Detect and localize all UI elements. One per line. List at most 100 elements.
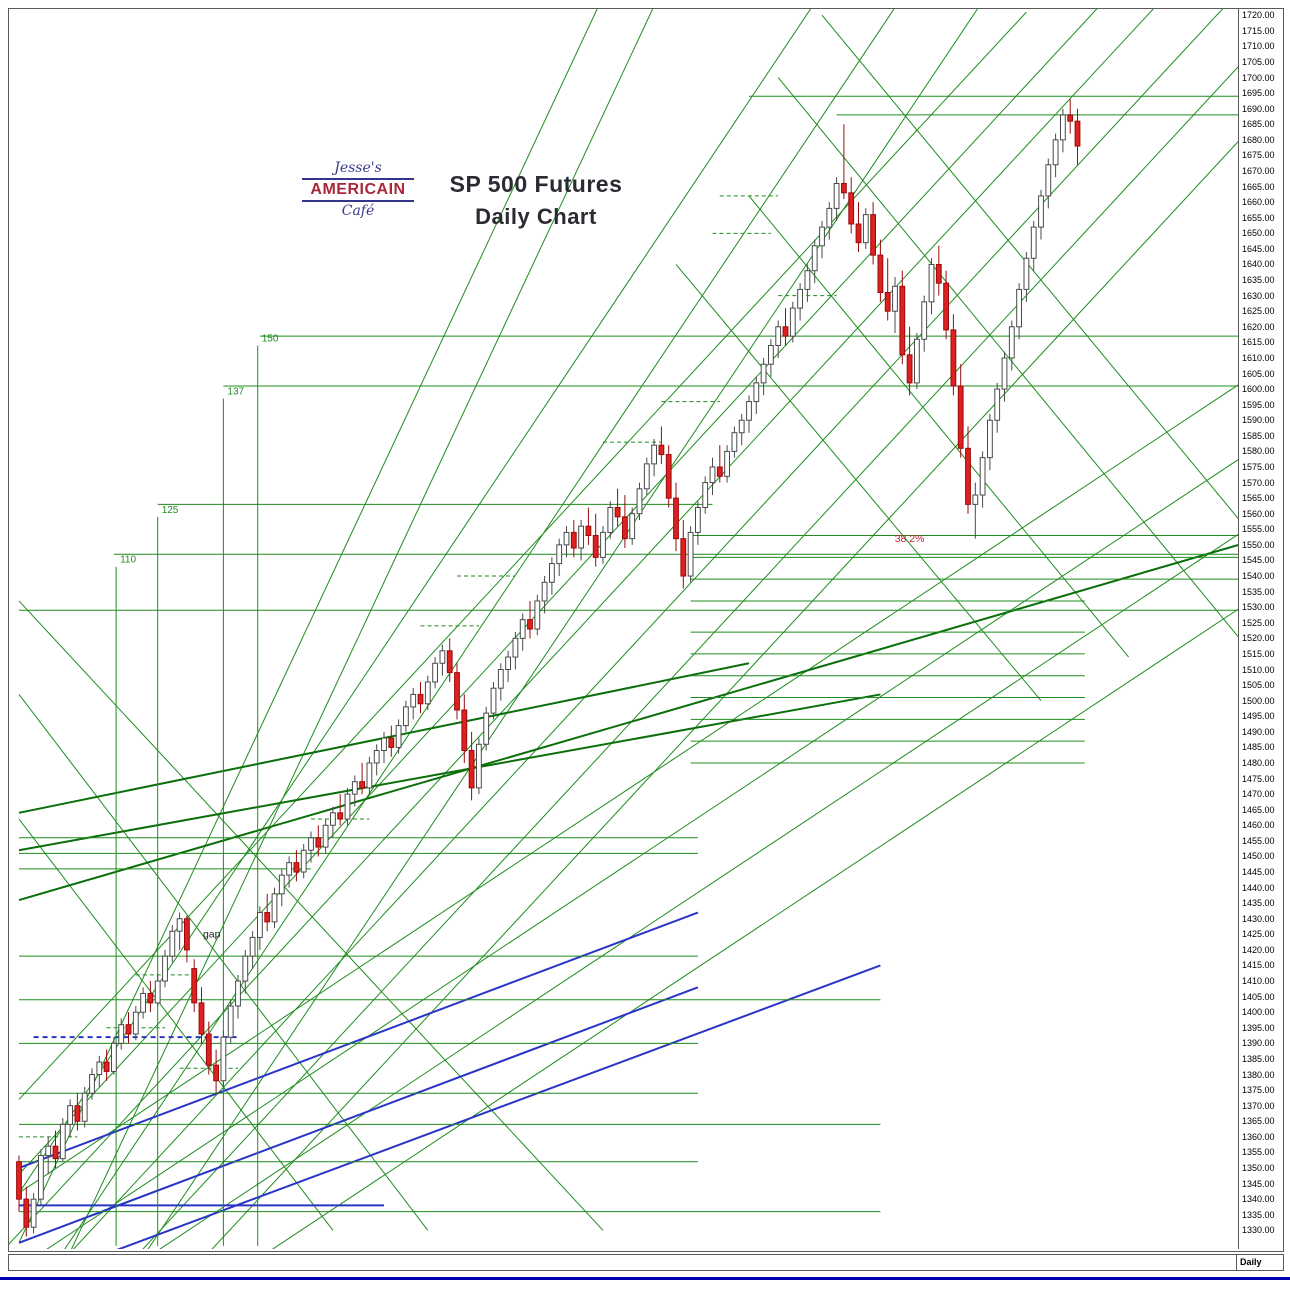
candle [1023,252,1030,302]
candle [870,202,877,265]
axis-tick: 1605.00 [1242,368,1275,379]
axis-tick: 1460.00 [1242,820,1275,831]
axis-tick: 1410.00 [1242,976,1275,987]
candle [476,738,482,795]
candle [607,501,614,539]
candle [680,519,687,589]
candle [1045,158,1052,209]
trendline [18,986,699,1244]
candle [30,1192,37,1234]
axis-tick: 1380.00 [1242,1069,1275,1080]
axis-tick: 1335.00 [1242,1209,1275,1220]
candle [1052,133,1059,178]
axis-tick: 1680.00 [1242,134,1275,145]
candle [702,476,709,514]
candle [899,270,906,365]
candle [928,258,935,315]
candle [271,887,278,929]
candle [1074,108,1081,165]
candle [614,488,621,527]
candle [483,706,490,751]
candle [249,931,256,969]
chart-plot[interactable]: 110 125 137 150 38.2% gap [9,9,1238,1249]
candle [38,1149,44,1206]
candle [760,357,767,396]
candle [74,1093,81,1131]
candle [570,519,577,558]
trendline [71,9,654,1249]
timeframe-label[interactable]: Daily [1236,1255,1283,1270]
candle [585,507,592,545]
trendline [18,544,1238,902]
candle [497,663,504,701]
axis-tick: 1640.00 [1242,259,1275,270]
price-axis[interactable]: 1720.00 1715.00 1710.00 1705.00 1700.00 1695.… [1238,9,1282,1249]
axis-tick: 1495.00 [1242,711,1275,722]
trendline [211,141,1238,1249]
axis-tick: 1715.00 [1242,25,1275,36]
candle [1030,220,1037,271]
candle [191,959,198,1013]
cycle-label: 137 [227,386,244,397]
axis-tick: 1365.00 [1242,1116,1275,1127]
trendline [18,384,1238,1194]
title-line-2: Daily Chart [475,204,597,229]
candle [1038,189,1044,240]
candle [738,414,745,446]
trendline [9,9,1154,1245]
candle [862,208,869,249]
status-bar: Daily [8,1254,1284,1271]
candle [154,974,161,1006]
candle [629,507,636,545]
candle [45,1136,52,1175]
axis-tick: 1600.00 [1242,384,1275,395]
candle [388,725,395,757]
candle [454,663,460,720]
axis-tick: 1420.00 [1242,944,1275,955]
axis-tick: 1590.00 [1242,415,1275,426]
candle [132,1005,139,1041]
candle [753,376,760,415]
candle [220,1030,227,1087]
candle [89,1068,95,1100]
candle [994,382,1001,433]
candle [979,451,986,508]
candle [600,526,606,564]
axis-tick: 1475.00 [1242,773,1275,784]
axis-tick: 1540.00 [1242,571,1275,582]
candle [972,482,979,539]
trendline [147,9,979,1249]
axis-tick: 1630.00 [1242,290,1275,301]
trendline [159,533,1238,1249]
axis-tick: 1340.00 [1242,1194,1275,1205]
candle [819,220,825,259]
trendline [18,818,334,1231]
candle [417,681,424,714]
axis-tick: 1535.00 [1242,586,1275,597]
candle [103,1049,110,1081]
candle [125,1012,132,1044]
axis-tick: 1480.00 [1242,757,1275,768]
candle [1016,283,1023,340]
candle [957,364,964,458]
axis-tick: 1705.00 [1242,56,1275,67]
axis-tick: 1390.00 [1242,1038,1275,1049]
axis-tick: 1570.00 [1242,477,1275,488]
trendline [18,9,1098,1175]
candle [775,320,782,358]
candle [695,501,701,545]
candle [227,999,234,1044]
chart-frame: 110 125 137 150 38.2% gap 1720.00 1715.00 1710.… [8,8,1284,1252]
axis-tick: 1435.00 [1242,898,1275,909]
axis-tick: 1360.00 [1242,1131,1275,1142]
axis-tick: 1595.00 [1242,399,1275,410]
candle [373,744,380,776]
axis-tick: 1445.00 [1242,867,1275,877]
axis-tick: 1675.00 [1242,150,1275,161]
logo-bottom-text: Café [341,203,375,219]
candle [914,333,920,390]
axis-tick: 1405.00 [1242,991,1275,1002]
candle [651,438,658,477]
candle [432,657,439,689]
candle [877,239,884,302]
